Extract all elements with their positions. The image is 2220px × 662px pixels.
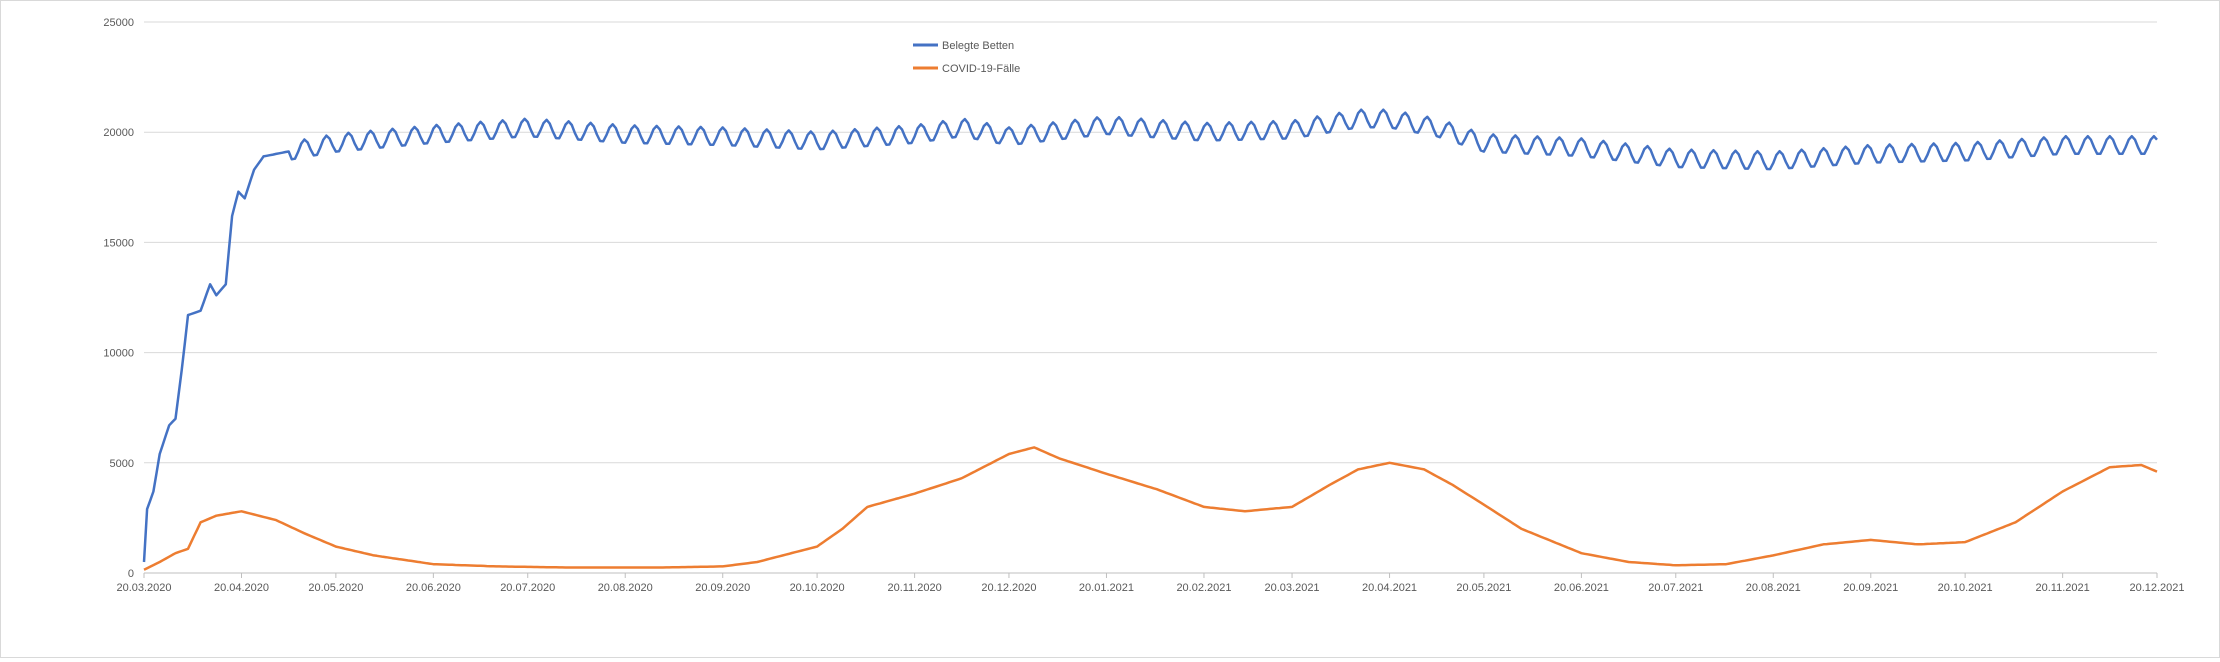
y-tick-label: 25000: [103, 17, 134, 29]
x-tick-label: 20.10.2021: [1938, 582, 1993, 594]
x-tick-label: 20.11.2021: [2036, 582, 2090, 594]
y-tick-label: 5000: [110, 458, 134, 470]
x-tick-label: 20.04.2021: [1362, 582, 1417, 594]
series-line-1: [143, 446, 2158, 571]
x-tick-label: 20.09.2021: [1843, 582, 1898, 594]
x-tick-label: 20.09.2020: [695, 582, 750, 594]
x-tick-label: 20.11.2020: [887, 582, 941, 594]
x-tick-label: 20.02.2021: [1176, 582, 1231, 594]
legend-label: Belegte Betten: [942, 40, 1014, 52]
legend-label: COVID-19-Fälle: [942, 63, 1020, 75]
x-tick-label: 20.03.2020: [116, 582, 171, 594]
x-tick-label: 20.07.2021: [1648, 582, 1703, 594]
y-tick-label: 0: [128, 568, 134, 580]
y-tick-label: 10000: [103, 348, 134, 360]
y-tick-label: 15000: [103, 237, 134, 249]
axes: 0 5000 10000 15000 20000 25000 20.03.2020 20.04…: [103, 17, 2184, 594]
x-tick-label: 20.12.2021: [2129, 582, 2184, 594]
x-tick-label: 20.08.2020: [598, 582, 653, 594]
y-tick-label: 20000: [103, 127, 134, 139]
x-tick-label: 20.06.2020: [406, 582, 461, 594]
series-lines: [142, 108, 2158, 571]
x-tick-label: 20.03.2021: [1265, 582, 1320, 594]
x-tick-label: 20.06.2021: [1554, 582, 1609, 594]
x-tick-label: 20.05.2021: [1456, 582, 1511, 594]
gridlines: [144, 21, 2157, 574]
x-tick-label: 20.10.2020: [790, 582, 845, 594]
x-tick-label: 20.01.2021: [1079, 582, 1134, 594]
x-tick-label: 20.07.2020: [500, 582, 555, 594]
legend: Belegte Betten COVID-19-Fälle: [913, 40, 1020, 75]
x-tick-label: 20.05.2020: [308, 582, 363, 594]
series-line-0: [142, 108, 2158, 563]
x-tick-label: 20.04.2020: [214, 582, 269, 594]
x-tick-label: 20.12.2020: [981, 582, 1036, 594]
x-tick-label: 20.08.2021: [1746, 582, 1801, 594]
